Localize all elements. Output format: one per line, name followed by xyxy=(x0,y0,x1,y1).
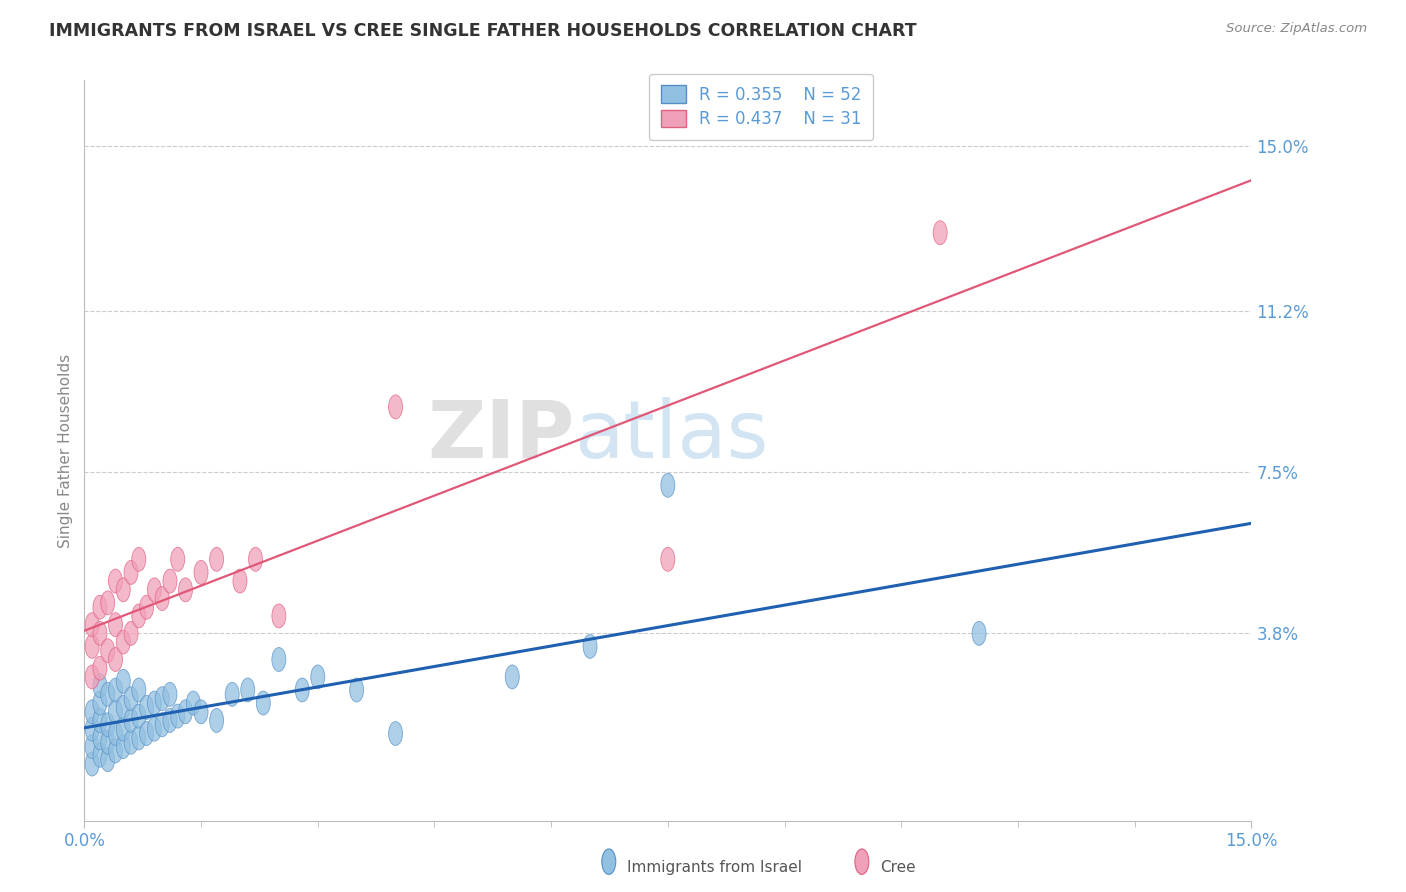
Ellipse shape xyxy=(124,687,138,711)
Ellipse shape xyxy=(155,587,169,610)
Ellipse shape xyxy=(583,634,598,658)
Ellipse shape xyxy=(148,691,162,715)
Ellipse shape xyxy=(179,578,193,602)
Ellipse shape xyxy=(93,691,107,715)
Ellipse shape xyxy=(163,708,177,732)
Ellipse shape xyxy=(249,548,263,571)
Ellipse shape xyxy=(505,665,519,689)
Ellipse shape xyxy=(117,578,131,602)
Ellipse shape xyxy=(271,604,285,628)
Ellipse shape xyxy=(93,743,107,767)
Ellipse shape xyxy=(311,665,325,689)
Ellipse shape xyxy=(132,678,146,702)
Ellipse shape xyxy=(108,722,122,746)
Ellipse shape xyxy=(934,220,948,244)
Ellipse shape xyxy=(972,622,986,645)
Ellipse shape xyxy=(186,691,200,715)
Ellipse shape xyxy=(86,700,100,723)
Ellipse shape xyxy=(124,560,138,584)
Ellipse shape xyxy=(124,731,138,755)
Ellipse shape xyxy=(101,682,115,706)
Ellipse shape xyxy=(132,548,146,571)
Ellipse shape xyxy=(108,700,122,723)
Ellipse shape xyxy=(155,713,169,737)
Ellipse shape xyxy=(93,622,107,645)
Ellipse shape xyxy=(209,548,224,571)
Ellipse shape xyxy=(132,704,146,728)
Ellipse shape xyxy=(117,696,131,719)
Ellipse shape xyxy=(240,678,254,702)
Ellipse shape xyxy=(93,673,107,698)
Ellipse shape xyxy=(170,548,184,571)
Ellipse shape xyxy=(139,595,153,619)
Text: Cree: Cree xyxy=(880,860,915,874)
Ellipse shape xyxy=(148,717,162,741)
Ellipse shape xyxy=(117,630,131,654)
Ellipse shape xyxy=(93,657,107,681)
Ellipse shape xyxy=(256,691,270,715)
Y-axis label: Single Father Households: Single Father Households xyxy=(58,353,73,548)
Ellipse shape xyxy=(388,722,402,746)
Text: Immigrants from Israel: Immigrants from Israel xyxy=(627,860,801,874)
Ellipse shape xyxy=(194,700,208,723)
Ellipse shape xyxy=(86,752,100,776)
Ellipse shape xyxy=(101,591,115,615)
Ellipse shape xyxy=(93,726,107,750)
Ellipse shape xyxy=(108,569,122,593)
Ellipse shape xyxy=(855,849,869,874)
Ellipse shape xyxy=(661,474,675,497)
Ellipse shape xyxy=(139,722,153,746)
Text: ZIP: ZIP xyxy=(427,397,575,475)
Ellipse shape xyxy=(117,735,131,758)
Ellipse shape xyxy=(194,560,208,584)
Ellipse shape xyxy=(117,717,131,741)
Ellipse shape xyxy=(132,604,146,628)
Legend: R = 0.355    N = 52, R = 0.437    N = 31: R = 0.355 N = 52, R = 0.437 N = 31 xyxy=(650,74,873,140)
Ellipse shape xyxy=(101,713,115,737)
Ellipse shape xyxy=(163,682,177,706)
Ellipse shape xyxy=(86,665,100,689)
Ellipse shape xyxy=(124,622,138,645)
Ellipse shape xyxy=(295,678,309,702)
Ellipse shape xyxy=(388,395,402,419)
Ellipse shape xyxy=(86,717,100,741)
Ellipse shape xyxy=(209,708,224,732)
Ellipse shape xyxy=(93,708,107,732)
Ellipse shape xyxy=(124,708,138,732)
Text: atlas: atlas xyxy=(575,397,769,475)
Ellipse shape xyxy=(117,669,131,693)
Ellipse shape xyxy=(86,613,100,637)
Ellipse shape xyxy=(101,747,115,772)
Ellipse shape xyxy=(132,726,146,750)
Ellipse shape xyxy=(101,731,115,755)
Ellipse shape xyxy=(233,569,247,593)
Ellipse shape xyxy=(225,682,239,706)
Ellipse shape xyxy=(101,639,115,663)
Ellipse shape xyxy=(108,739,122,763)
Ellipse shape xyxy=(163,569,177,593)
Ellipse shape xyxy=(271,648,285,672)
Ellipse shape xyxy=(170,704,184,728)
Ellipse shape xyxy=(179,700,193,723)
Ellipse shape xyxy=(108,648,122,672)
Ellipse shape xyxy=(139,696,153,719)
Ellipse shape xyxy=(86,634,100,658)
Ellipse shape xyxy=(93,595,107,619)
Text: IMMIGRANTS FROM ISRAEL VS CREE SINGLE FATHER HOUSEHOLDS CORRELATION CHART: IMMIGRANTS FROM ISRAEL VS CREE SINGLE FA… xyxy=(49,22,917,40)
Ellipse shape xyxy=(86,735,100,758)
Ellipse shape xyxy=(602,849,616,874)
Ellipse shape xyxy=(148,578,162,602)
Ellipse shape xyxy=(155,687,169,711)
Text: Source: ZipAtlas.com: Source: ZipAtlas.com xyxy=(1226,22,1367,36)
Ellipse shape xyxy=(108,613,122,637)
Ellipse shape xyxy=(108,678,122,702)
Ellipse shape xyxy=(350,678,364,702)
Ellipse shape xyxy=(661,548,675,571)
